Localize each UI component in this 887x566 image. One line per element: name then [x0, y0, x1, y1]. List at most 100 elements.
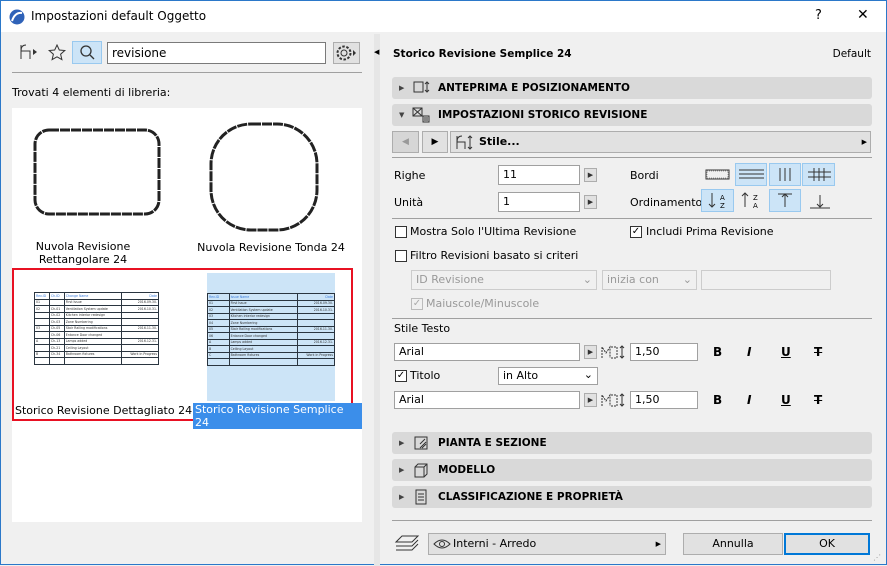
border-vertical-button[interactable] [769, 163, 801, 186]
chevron-down-icon: ⌄ [582, 273, 592, 286]
border-horizontal-button[interactable] [735, 163, 767, 186]
underline-button[interactable]: U [781, 345, 791, 359]
selection-highlight [12, 268, 353, 421]
font-input[interactable]: Arial [394, 343, 580, 361]
sort-top-button[interactable] [769, 189, 801, 212]
layer-dropdown[interactable]: Interni - Arredo ▶ [428, 533, 666, 555]
underline-button[interactable]: U [781, 393, 791, 407]
collapse-arrow-icon: ◀ [374, 48, 380, 56]
bold-button[interactable]: B [713, 393, 723, 407]
thumbnail-cell [297, 358, 335, 366]
expand-arrow-icon: ▶ [399, 466, 405, 474]
plan-section-icon [414, 436, 428, 450]
close-button[interactable]: ✕ [857, 7, 869, 23]
collapse-arrow-icon: ▼ [399, 111, 405, 119]
italic-button[interactable]: I [747, 393, 752, 407]
rows-arrow-button[interactable]: ▶ [584, 168, 597, 182]
title-label: Titolo [410, 369, 441, 382]
chevron-down-icon: ⌄ [583, 368, 593, 381]
submenu-arrow-icon: ▶ [861, 138, 867, 146]
strikethrough-button[interactable]: T [814, 345, 823, 359]
units-input[interactable]: 1 [498, 192, 580, 212]
style-dropdown[interactable]: Stile... ▶ [450, 131, 871, 153]
bold-button[interactable]: B [713, 345, 723, 359]
search-input[interactable]: revisione [107, 42, 326, 64]
units-label: Unità [394, 196, 424, 209]
simple-history-thumbnail[interactable]: Rev.ID Issue Name Date 01 First Issue 2016.09… [207, 273, 335, 401]
favorites-star-icon[interactable] [48, 44, 66, 61]
thumbnail-cell [48, 357, 65, 365]
divider [392, 157, 872, 158]
document-list-icon [415, 489, 427, 505]
library-item[interactable]: Nuvola Revisione Tonda 24 [187, 108, 362, 268]
include-first-checkbox[interactable]: ✓ [630, 226, 642, 238]
show-last-label: Mostra Solo l'Ultima Revisione [410, 225, 577, 238]
submenu-arrow-icon: ▶ [655, 540, 661, 548]
resize-grip[interactable]: ⋰ [873, 553, 881, 562]
search-options-button[interactable] [333, 42, 360, 64]
text-size-icon [601, 393, 625, 407]
section-model[interactable]: ▶ MODELLO [392, 459, 872, 481]
divider [392, 218, 872, 219]
object-name: Storico Revisione Semplice 24 [393, 48, 572, 60]
filter-label: Filtro Revisioni basato si criteri [410, 249, 579, 262]
archicad-logo-icon [9, 9, 25, 25]
search-icon [80, 45, 95, 60]
revision-settings-icon [412, 107, 430, 123]
title-checkbox[interactable]: ✓ [395, 370, 407, 382]
thumbnail-cell [34, 357, 50, 365]
filter-checkbox[interactable] [395, 250, 407, 262]
arrow-top-icon [778, 193, 792, 207]
item-label: Nuvola Revisione Tonda 24 [197, 241, 345, 254]
title-bar: Impostazioni default Oggetto ? ✕ [1, 1, 886, 32]
section-plan-section[interactable]: ▶ PIANTA E SEZIONE [392, 432, 872, 454]
help-button[interactable]: ? [815, 8, 822, 23]
show-last-checkbox[interactable] [395, 226, 407, 238]
border-none-button[interactable] [701, 163, 733, 186]
filter-operator-select[interactable]: inizia con ⌄ [602, 270, 697, 290]
svg-text:Z: Z [720, 202, 725, 210]
section-classification[interactable]: ▶ CLASSIFICAZIONE E PROPRIETÀ [392, 486, 872, 508]
title-size-input[interactable]: 1,50 [630, 391, 698, 409]
case-sensitive-label: Maiuscole/Minuscole [426, 297, 540, 310]
border-grid-button[interactable] [802, 163, 835, 186]
svg-text:A: A [753, 202, 758, 210]
cancel-button[interactable]: Annulla [683, 533, 783, 555]
search-toggle-button[interactable] [72, 41, 102, 64]
italic-button[interactable]: I [747, 345, 752, 359]
item-label-selected[interactable]: Storico Revisione Semplice 24 [193, 403, 362, 429]
sort-bottom-button[interactable] [802, 189, 835, 212]
section-revision-settings[interactable]: ▼ IMPOSTAZIONI STORICO REVISIONE [392, 104, 872, 126]
border-horizontal-icon [739, 169, 764, 179]
rows-input[interactable]: 11 [498, 165, 580, 185]
library-item[interactable]: Nuvola Revisione Rettangolare 24 [12, 108, 187, 268]
text-size-input[interactable]: 1,50 [630, 343, 698, 361]
model-cube-icon [414, 463, 428, 478]
title-font-input[interactable]: Arial [394, 391, 580, 409]
panel-splitter[interactable]: ◀ [374, 34, 380, 566]
ok-button[interactable]: OK [784, 533, 870, 555]
library-browser-icon[interactable] [18, 43, 42, 61]
previous-style-button[interactable]: ◀ [392, 131, 419, 153]
sort-az-icon: AZ [708, 193, 725, 210]
filter-value-input[interactable] [701, 270, 831, 290]
detailed-history-thumbnail[interactable]: Rev.ID Ch.ID Change Name Date 01 First Issue 2… [34, 292, 160, 365]
font-arrow-button[interactable]: ▶ [584, 345, 597, 359]
case-sensitive-checkbox[interactable]: ✓ [411, 298, 423, 310]
svg-text:Z: Z [753, 194, 758, 202]
item-label[interactable]: Storico Revisione Dettagliato 24 [15, 404, 193, 417]
thumbnail-cell [228, 358, 299, 366]
title-font-arrow-button[interactable]: ▶ [584, 393, 597, 407]
title-position-select[interactable]: in Alto ⌄ [498, 367, 598, 385]
section-preview[interactable]: ▶ ANTEPRIMA E POSIZIONAMENTO [392, 77, 872, 99]
text-size-icon [601, 345, 625, 359]
strikethrough-button[interactable]: T [814, 393, 823, 407]
chevron-down-icon: ⌄ [682, 273, 692, 286]
text-style-label: Stile Testo [394, 322, 451, 335]
units-arrow-button[interactable]: ▶ [584, 195, 597, 209]
border-outline-icon [705, 169, 730, 180]
next-style-button[interactable]: ▶ [422, 131, 448, 153]
filter-field-select[interactable]: ID Revisione ⌄ [411, 270, 597, 290]
